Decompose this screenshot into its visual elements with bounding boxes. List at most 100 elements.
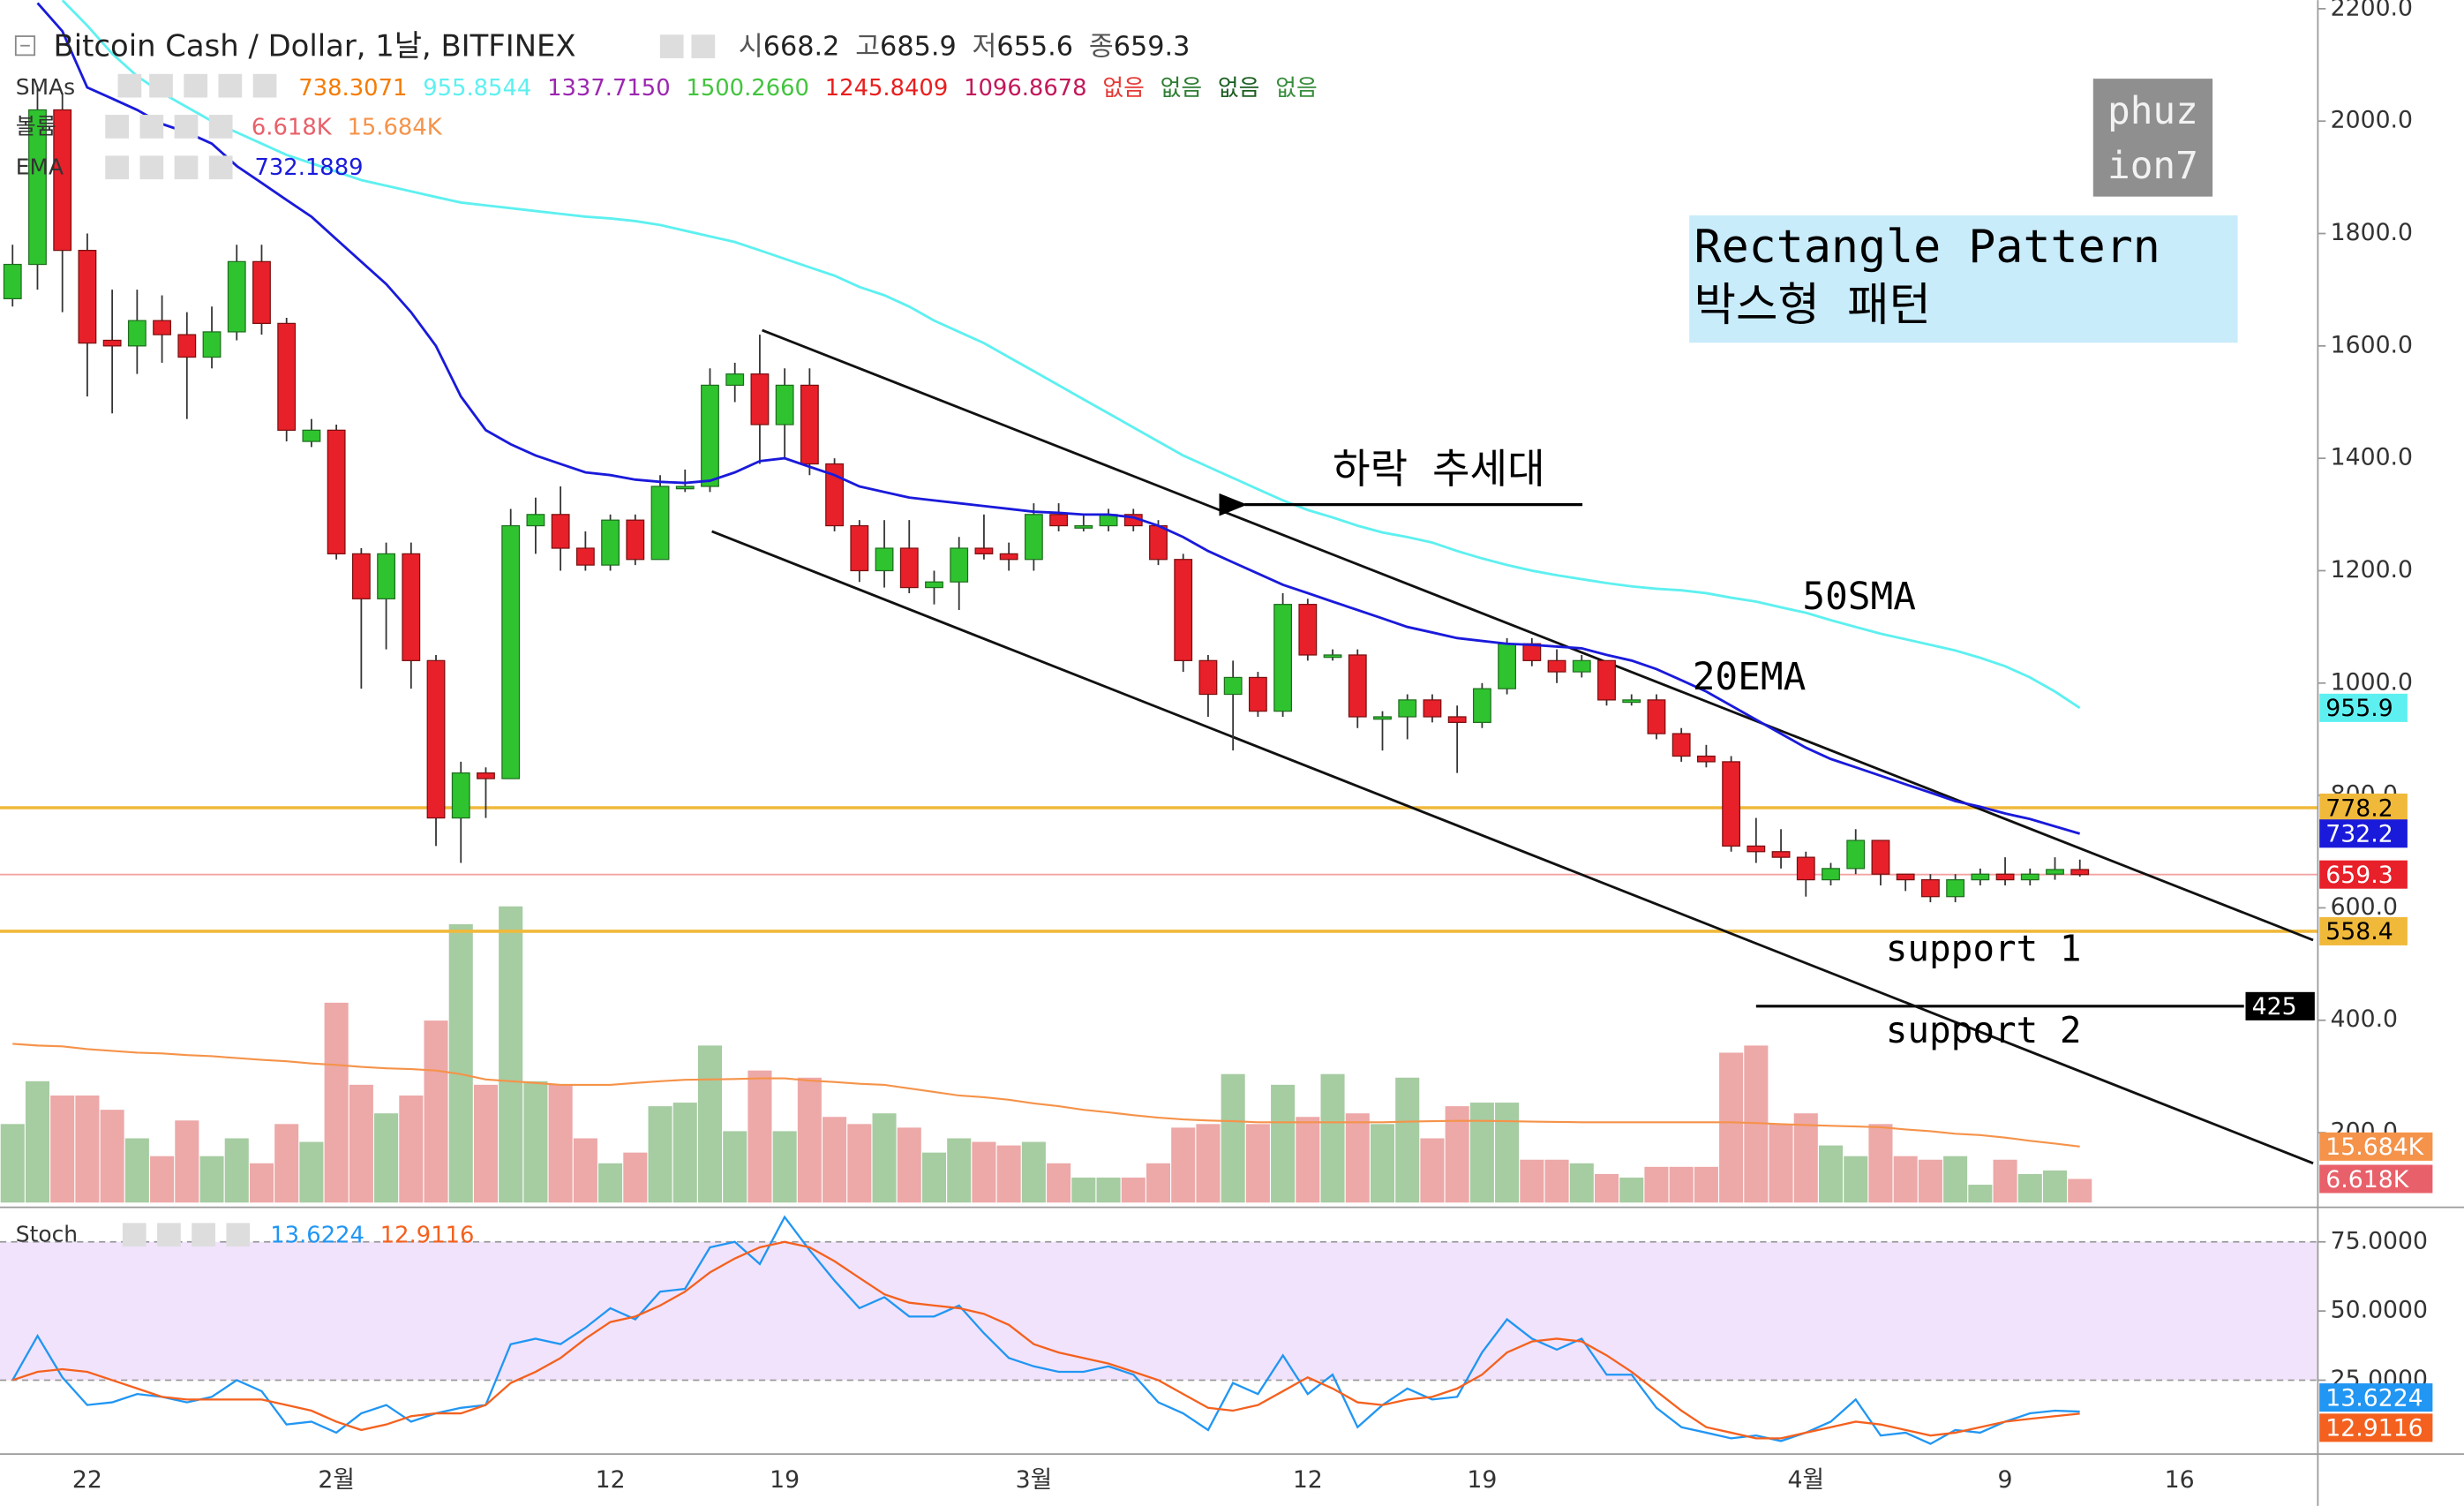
pattern-title: Rectangle Pattern: [1694, 221, 2160, 274]
candle-body: [102, 339, 122, 347]
volume-bar: [224, 1138, 249, 1203]
volume-bar: [0, 1124, 25, 1203]
volume-bar: [947, 1138, 972, 1203]
sma-value: 없음: [1102, 74, 1144, 101]
volume-bar: [1769, 1124, 1793, 1203]
candle-body: [127, 320, 146, 347]
candle-body: [1722, 761, 1741, 847]
volume-bar: [448, 923, 473, 1203]
candle-body: [601, 519, 620, 566]
volume-bar: [1395, 1077, 1420, 1203]
volume-bar: [1968, 1185, 1993, 1203]
axis-marker: [2319, 693, 2408, 722]
candle-body: [1174, 559, 1193, 661]
candle-body: [1696, 755, 1716, 763]
sma-value: 738.3071: [298, 74, 407, 101]
ohlc-legend: 시668.2 고685.9 저655.6 종659.3: [739, 31, 1190, 62]
ohlc-label: 종: [1089, 31, 1114, 62]
support-label: support 2: [1886, 1009, 2082, 1051]
volume-bar: [1047, 1163, 1071, 1203]
volume-bar: [2042, 1170, 2068, 1203]
volume-bar: [473, 1084, 499, 1203]
indicator-name: Stoch: [16, 1222, 78, 1247]
candle-body: [875, 547, 894, 572]
axis-marker-label: 15.684K: [2325, 1133, 2424, 1161]
x-tick-label: 3월: [1016, 1466, 1053, 1494]
volume-bar: [548, 1084, 573, 1203]
sma-value: 1337.7150: [547, 74, 671, 101]
ohlc-value: 685.9: [880, 31, 957, 62]
volume-bar: [499, 906, 523, 1203]
candle-body: [750, 373, 770, 425]
candle-body: [1074, 524, 1093, 529]
x-tick-label: 12: [1293, 1466, 1323, 1494]
volume-bar: [249, 1163, 274, 1203]
x-tick-label: 4월: [1788, 1466, 1825, 1494]
sma-value: 1096.8678: [964, 74, 1087, 101]
channel-label: 하락 추세대: [1333, 445, 1545, 493]
candle-body: [1373, 716, 1392, 720]
volume-bar: [2068, 1178, 2092, 1203]
volume-bar: [100, 1110, 124, 1203]
volume-bar: [847, 1124, 872, 1203]
stoch-line: [11, 1240, 2080, 1440]
ohlc-label: 저: [973, 31, 997, 62]
candle-body: [2046, 869, 2064, 875]
candle-body: [202, 331, 222, 358]
axis-marker-label: 732.2: [2325, 821, 2393, 848]
volume-bar: [1469, 1103, 1494, 1203]
volume-bar: [573, 1138, 597, 1203]
watermark: phuz: [2107, 89, 2198, 133]
watermark: ion7: [2107, 144, 2198, 188]
volume-value: 15.684K: [347, 114, 442, 140]
y-tick-label: 2000.0: [2331, 107, 2413, 134]
axis-marker: [2245, 991, 2315, 1020]
y-tick-label: 1400.0: [2331, 444, 2413, 471]
candle-body: [3, 263, 22, 299]
volume-bar: [150, 1156, 175, 1203]
support-label: support 1: [1886, 927, 2082, 969]
volume-bar: [897, 1127, 921, 1203]
collapse-icon[interactable]: [14, 35, 36, 56]
volume-bar: [598, 1163, 623, 1203]
axis-marker: [2319, 819, 2408, 848]
pattern-box: [1689, 215, 2238, 343]
candle-body: [1049, 514, 1069, 527]
candle-body: [1995, 873, 2015, 881]
sma-value: 955.8544: [423, 74, 531, 101]
volume-bar: [823, 1117, 847, 1203]
candle-body: [1597, 659, 1616, 701]
volume-bar: [1818, 1145, 1844, 1203]
candle-body: [1398, 699, 1417, 718]
y-tick-label: 400.0: [2331, 1005, 2398, 1033]
candle-body: [1024, 514, 1043, 561]
candle-body: [1771, 851, 1791, 858]
stoch-line: [11, 1215, 2080, 1445]
candle-body: [2070, 869, 2090, 876]
sma-value: 없음: [1161, 74, 1202, 101]
candle-body: [626, 519, 645, 561]
axis-marker-label: 6.618K: [2325, 1166, 2409, 1194]
volume-bar: [324, 1002, 349, 1203]
indicator-name: SMAs: [16, 74, 75, 100]
x-tick-label: 16: [2165, 1466, 2195, 1494]
volume-bar: [1445, 1106, 1469, 1203]
candle-body: [899, 547, 919, 589]
volume-bar: [697, 1045, 723, 1203]
volume-bar: [797, 1077, 822, 1203]
candle-body: [999, 553, 1018, 561]
candle-body: [1298, 604, 1318, 656]
candle-body: [701, 384, 719, 487]
sma-label: 50SMA: [1802, 575, 1916, 619]
volume-bar: [1271, 1084, 1296, 1203]
ohlc-value: 659.3: [1114, 31, 1191, 62]
candle-body: [526, 514, 545, 527]
volume-bar: [50, 1095, 75, 1203]
volume-bar: [1569, 1163, 1594, 1203]
stoch-band: [0, 1241, 2318, 1381]
volume-bar: [1943, 1156, 1968, 1203]
candle-body: [78, 249, 97, 344]
axis-marker-label: 659.3: [2325, 862, 2393, 889]
candle-body: [950, 547, 969, 583]
